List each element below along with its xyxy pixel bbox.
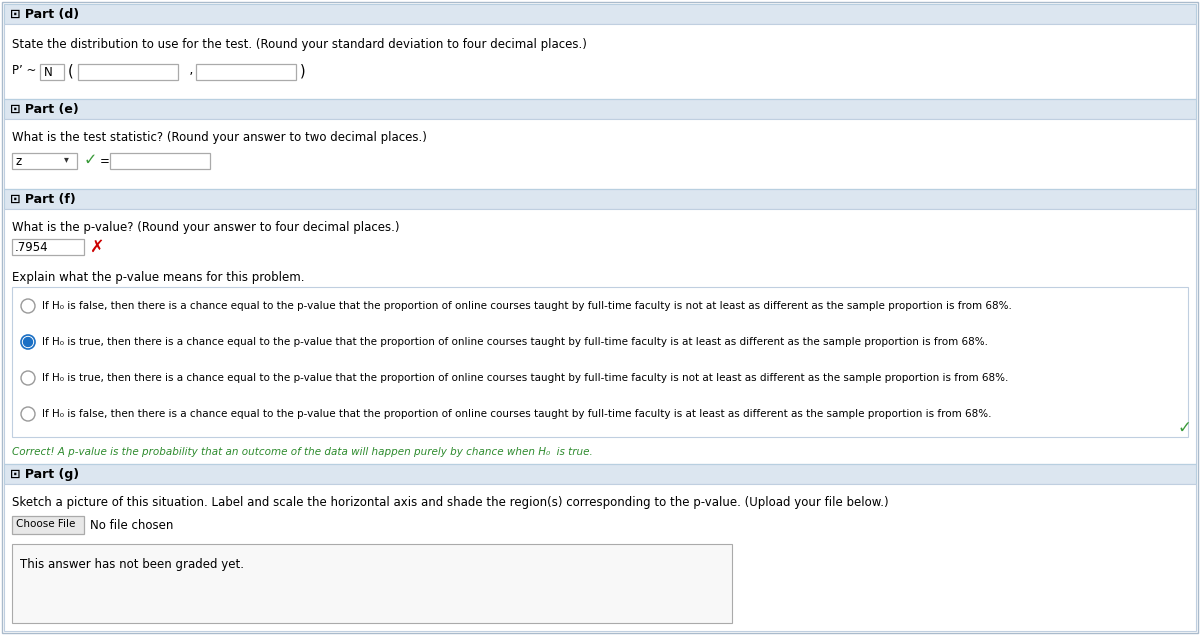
Bar	[12, 287, 1188, 437]
Bar	[12, 516, 84, 534]
Text: (: (	[68, 64, 73, 79]
Bar	[4, 484, 1196, 631]
Text: If H₀ is true, then there is a chance equal to the p-value that the proportion o: If H₀ is true, then there is a chance eq…	[42, 373, 1008, 383]
Text: z: z	[16, 155, 23, 168]
Text: .7954: .7954	[14, 241, 49, 254]
Text: Explain what the p-value means for this problem.: Explain what the p-value means for this …	[12, 271, 305, 284]
Bar	[196, 64, 296, 80]
Text: ▾: ▾	[64, 154, 68, 164]
Text: N: N	[44, 66, 53, 79]
Text: What is the test statistic? (Round your answer to two decimal places.): What is the test statistic? (Round your …	[12, 131, 427, 144]
Text: ✓: ✓	[1178, 419, 1192, 437]
Text: ⊡ Part (d): ⊡ Part (d)	[10, 8, 79, 21]
Bar	[12, 239, 84, 255]
Circle shape	[22, 407, 35, 421]
Text: ⊡ Part (g): ⊡ Part (g)	[10, 468, 79, 481]
Circle shape	[22, 299, 35, 313]
Text: ⊡ Part (f): ⊡ Part (f)	[10, 193, 76, 206]
Bar	[4, 189, 1196, 209]
Bar	[4, 99, 1196, 119]
Text: What is the p-value? (Round your answer to four decimal places.): What is the p-value? (Round your answer …	[12, 221, 400, 234]
Text: ,: ,	[182, 64, 193, 77]
Text: Sketch a picture of this situation. Label and scale the horizontal axis and shad: Sketch a picture of this situation. Labe…	[12, 496, 889, 509]
Text: ): )	[300, 64, 306, 79]
Text: Choose File: Choose File	[16, 519, 76, 529]
Text: Correct! A p-value is the probability that an outcome of the data will happen pu: Correct! A p-value is the probability th…	[12, 447, 593, 457]
Text: ✗: ✗	[90, 238, 104, 256]
Circle shape	[24, 337, 32, 347]
Bar	[110, 153, 210, 169]
Circle shape	[22, 371, 35, 385]
Text: If H₀ is true, then there is a chance equal to the p-value that the proportion o: If H₀ is true, then there is a chance eq…	[42, 337, 988, 347]
Text: This answer has not been graded yet.: This answer has not been graded yet.	[20, 558, 244, 571]
Bar	[4, 209, 1196, 464]
Bar	[4, 119, 1196, 189]
Text: State the distribution to use for the test. (Round your standard deviation to fo: State the distribution to use for the te…	[12, 38, 587, 51]
Bar	[12, 153, 77, 169]
Text: If H₀ is false, then there is a chance equal to the p-value that the proportion : If H₀ is false, then there is a chance e…	[42, 409, 991, 419]
Text: P’ ~: P’ ~	[12, 64, 36, 77]
Text: ⊡ Part (e): ⊡ Part (e)	[10, 103, 79, 116]
Bar	[4, 4, 1196, 24]
Bar	[12, 544, 732, 623]
Bar	[78, 64, 178, 80]
Text: =: =	[100, 155, 110, 168]
Text: If H₀ is false, then there is a chance equal to the p-value that the proportion : If H₀ is false, then there is a chance e…	[42, 301, 1012, 311]
Bar	[4, 464, 1196, 484]
Text: No file chosen: No file chosen	[90, 519, 173, 532]
Bar	[40, 64, 64, 80]
Bar	[4, 24, 1196, 99]
Text: ✓: ✓	[84, 153, 97, 168]
Circle shape	[22, 335, 35, 349]
